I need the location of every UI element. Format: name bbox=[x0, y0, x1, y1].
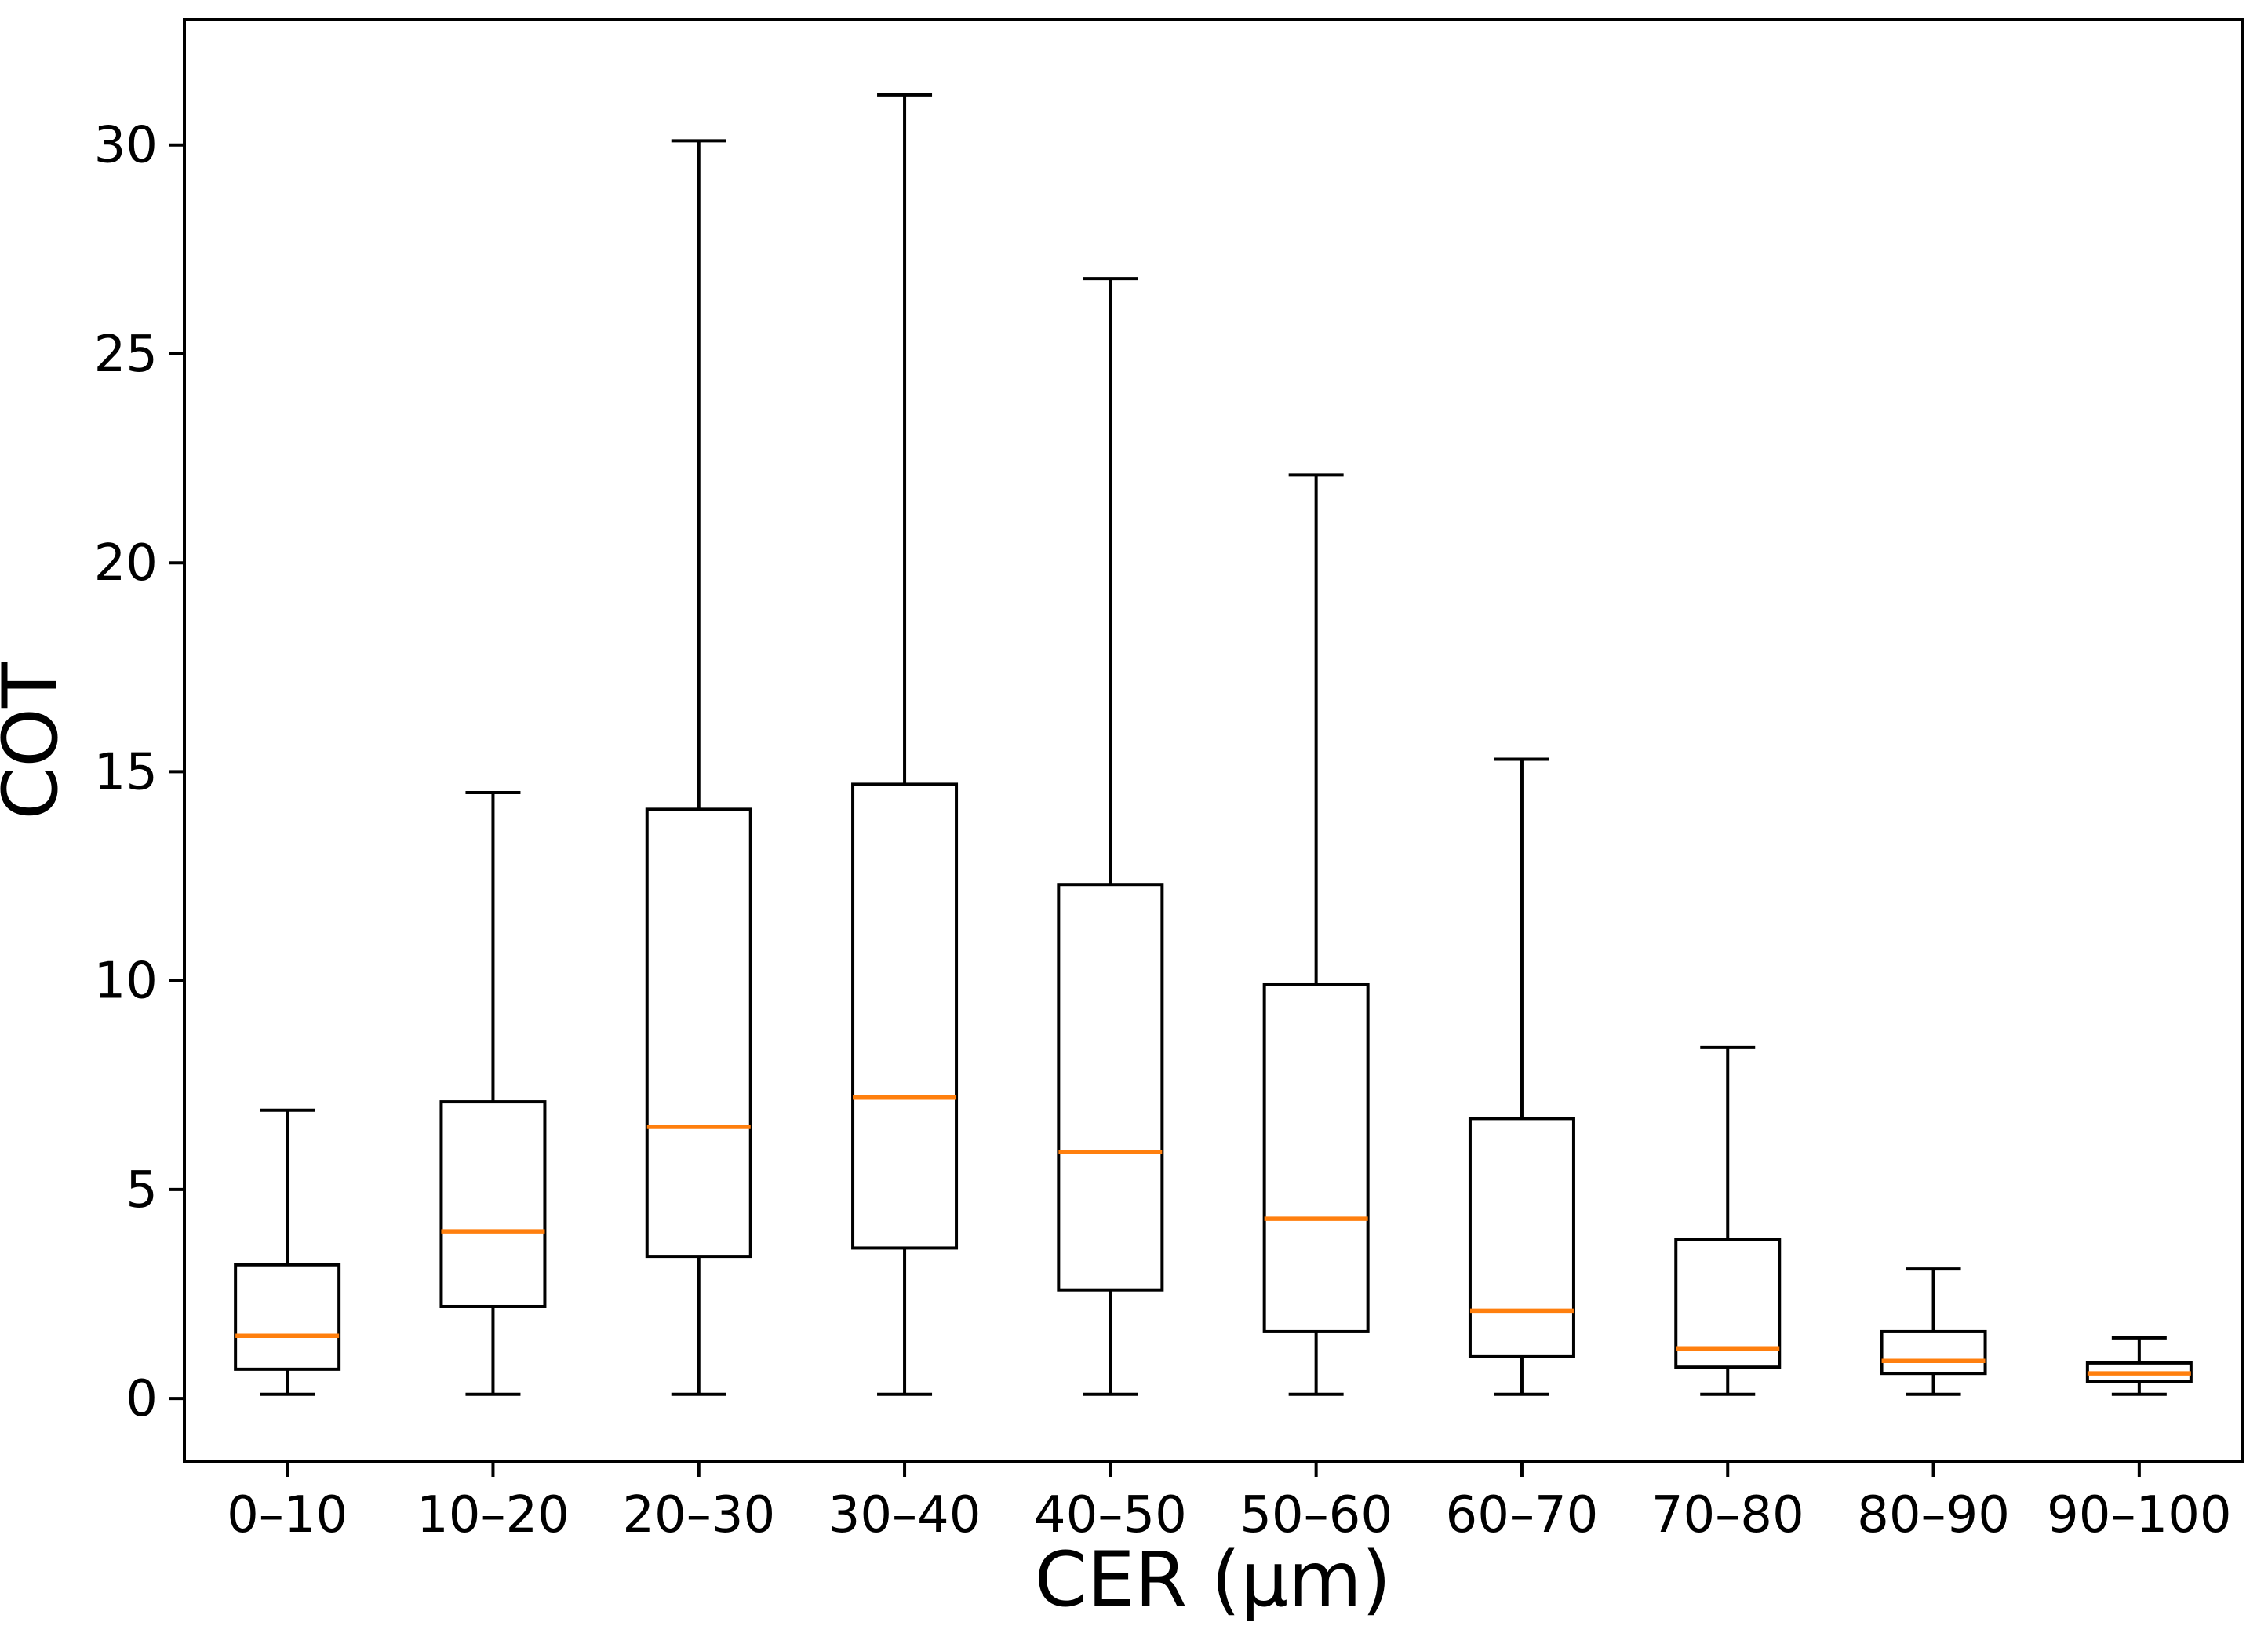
y-tick-label-0: 0 bbox=[126, 1370, 158, 1428]
box-group-50-60 bbox=[1262, 473, 1370, 1396]
y-tick-label-20: 20 bbox=[94, 534, 158, 592]
box-group-10-20 bbox=[439, 791, 547, 1396]
iqr-box bbox=[1880, 1329, 1987, 1376]
plot-area: 0 5 10 15 20 25 30 0–10 10–20 20–30 30–40 40–50 50–6… bbox=[94, 18, 2244, 1544]
x-tick-label-1: 10–20 bbox=[417, 1486, 570, 1544]
y-tick-label-25: 25 bbox=[94, 326, 158, 384]
box-group-0-10 bbox=[234, 1108, 341, 1396]
iqr-box bbox=[1674, 1238, 1782, 1369]
x-tick-label-0: 0–10 bbox=[227, 1486, 348, 1544]
plot-border bbox=[183, 18, 2244, 1463]
box-group-20-30 bbox=[645, 139, 752, 1396]
x-tick-label-4: 40–50 bbox=[1034, 1486, 1187, 1544]
x-tick-label-5: 50–60 bbox=[1240, 1486, 1392, 1544]
box-group-80-90 bbox=[1880, 1267, 1987, 1396]
box-group-70-80 bbox=[1674, 1045, 1782, 1396]
x-tick-label-3: 30–40 bbox=[828, 1486, 981, 1544]
x-axis-label: CER (μm) bbox=[1035, 1536, 1391, 1624]
x-tick-label-2: 20–30 bbox=[622, 1486, 775, 1544]
box-group-60-70 bbox=[1468, 757, 1575, 1396]
y-tick-label-5: 5 bbox=[126, 1161, 158, 1219]
y-tick-label-10: 10 bbox=[94, 953, 158, 1011]
iqr-box bbox=[851, 782, 959, 1250]
x-tick-label-6: 60–70 bbox=[1446, 1486, 1599, 1544]
box-group-90-100 bbox=[2085, 1336, 2193, 1396]
iqr-box bbox=[645, 807, 752, 1259]
iqr-box bbox=[1057, 883, 1164, 1292]
y-axis-label: COT bbox=[0, 662, 75, 820]
iqr-box bbox=[1262, 982, 1370, 1333]
iqr-box bbox=[1468, 1117, 1575, 1358]
iqr-box bbox=[234, 1263, 341, 1371]
iqr-box bbox=[439, 1100, 547, 1308]
y-tick-label-30: 30 bbox=[94, 117, 158, 175]
x-tick-label-9: 90–100 bbox=[2047, 1486, 2232, 1544]
box-group-40-50 bbox=[1057, 277, 1164, 1396]
box-group-30-40 bbox=[851, 93, 959, 1396]
y-tick-label-15: 15 bbox=[94, 743, 158, 801]
x-tick-label-7: 70–80 bbox=[1651, 1486, 1804, 1544]
x-tick-label-8: 80–90 bbox=[1857, 1486, 2010, 1544]
